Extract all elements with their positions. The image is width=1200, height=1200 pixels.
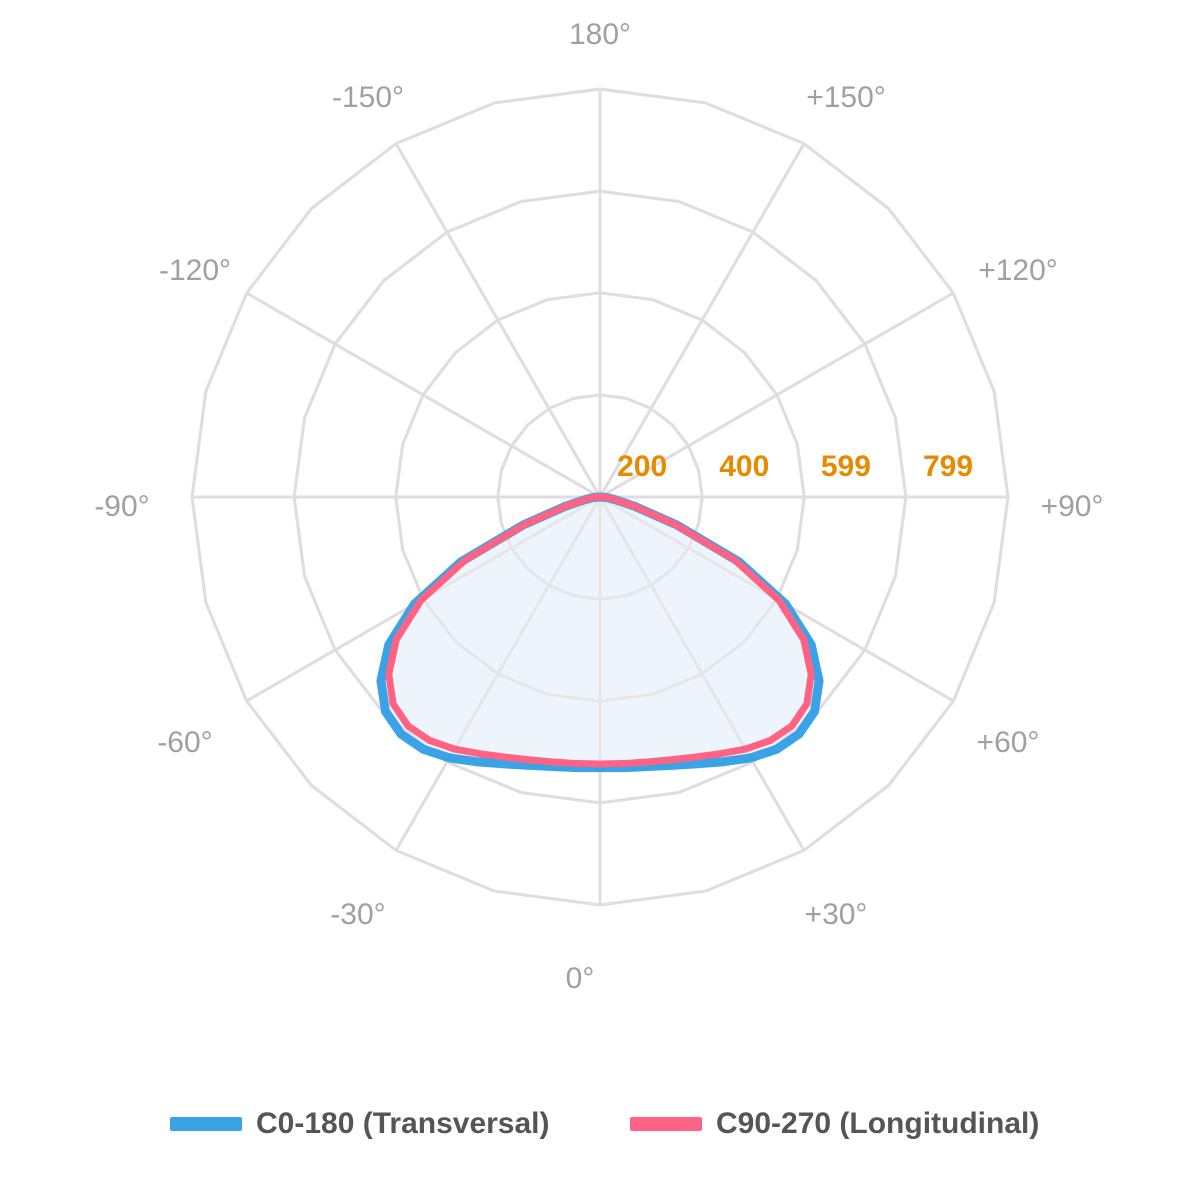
- legend-label: C0-180 (Transversal): [256, 1107, 550, 1140]
- polar-series: [190, 87, 1010, 907]
- angle-label: -30°: [330, 898, 385, 931]
- angle-label: +120°: [978, 254, 1058, 287]
- grid-overlay: [190, 87, 1010, 907]
- angle-label: +150°: [806, 81, 886, 114]
- ring-label: 599: [821, 450, 871, 483]
- series-line-0: [376, 492, 824, 773]
- angle-label: 0°: [566, 962, 595, 995]
- angle-labels: 0° +30° +60° +90° +120° +150° 180° -150° -120° -9…: [94, 18, 1103, 995]
- grid-spoke-overlay: [598, 496, 806, 852]
- series-line-1: [385, 493, 815, 768]
- angle-label: -150°: [332, 81, 404, 114]
- ring-label: 200: [617, 450, 667, 483]
- angle-label: -90°: [94, 490, 149, 523]
- grid-spoke-overlay: [599, 291, 955, 499]
- angle-label: 180°: [569, 18, 631, 51]
- legend-swatch: [630, 1117, 702, 1131]
- ring-label: 799: [923, 450, 973, 483]
- angle-label: -120°: [159, 254, 231, 287]
- angle-label: +60°: [977, 726, 1040, 759]
- angle-label: -60°: [157, 726, 212, 759]
- ring-labels: 200 400 599 799: [617, 450, 973, 483]
- legend-label: C90-270 (Longitudinal): [716, 1107, 1039, 1140]
- legend: C0-180 (Transversal) C90-270 (Longitudina…: [170, 1107, 1039, 1140]
- grid-spoke-overlay: [394, 142, 602, 498]
- ring-label: 400: [719, 450, 769, 483]
- grid-spoke-overlay: [598, 142, 806, 498]
- grid-spoke-overlay: [394, 496, 602, 852]
- grid-spoke-overlay: [245, 291, 601, 499]
- angle-label: +30°: [805, 898, 868, 931]
- legend-swatch: [170, 1117, 242, 1131]
- angle-label: +90°: [1041, 490, 1104, 523]
